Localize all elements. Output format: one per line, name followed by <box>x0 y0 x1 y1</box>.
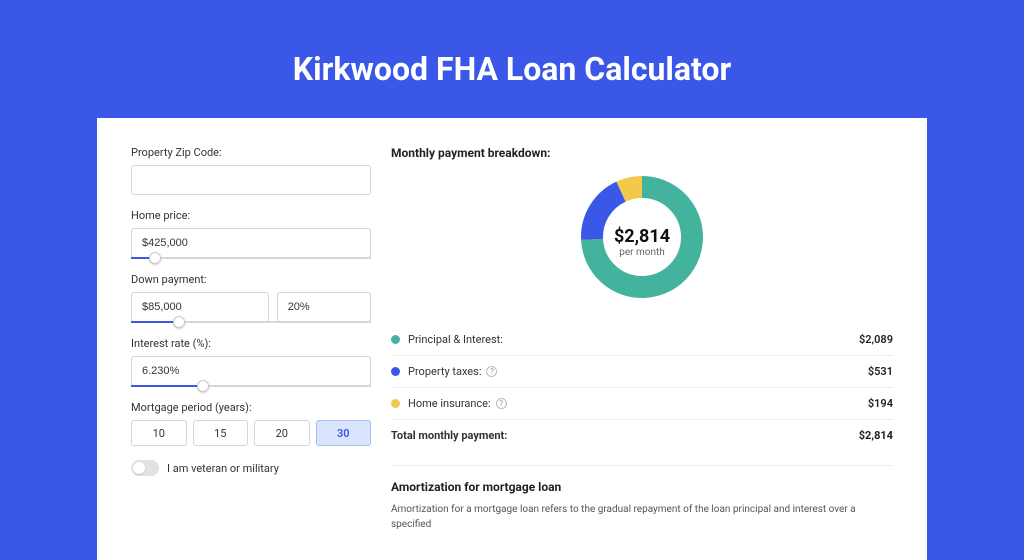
breakdown-row-label: Property taxes:? <box>408 365 868 378</box>
page-title: Kirkwood FHA Loan Calculator <box>0 0 1024 118</box>
interest-rate-slider[interactable] <box>131 385 371 387</box>
mortgage-period-group: Mortgage period (years): 10152030 <box>131 401 371 446</box>
interest-rate-input[interactable] <box>131 356 371 386</box>
amortization-title: Amortization for mortgage loan <box>391 480 893 494</box>
donut-amount: $2,814 <box>614 226 670 247</box>
breakdown-panel: Monthly payment breakdown: $2,814 per mo… <box>391 146 893 532</box>
mortgage-period-label: Mortgage period (years): <box>131 401 371 414</box>
home-price-input[interactable] <box>131 228 371 258</box>
info-icon[interactable]: ? <box>496 398 507 409</box>
donut-center: $2,814 per month <box>614 226 670 258</box>
inputs-panel: Property Zip Code: Home price: Down paym… <box>131 146 371 532</box>
mortgage-period-option-15[interactable]: 15 <box>193 420 249 446</box>
donut-chart: $2,814 per month <box>391 172 893 312</box>
veteran-toggle[interactable] <box>131 460 159 476</box>
breakdown-row: Property taxes:?$531 <box>391 356 893 388</box>
veteran-toggle-label: I am veteran or military <box>167 462 279 475</box>
veteran-toggle-row: I am veteran or military <box>131 460 371 476</box>
swatch-icon <box>391 367 400 376</box>
breakdown-total-label: Total monthly payment: <box>391 429 859 442</box>
interest-rate-group: Interest rate (%): <box>131 337 371 387</box>
donut-sub: per month <box>614 247 670 258</box>
home-price-group: Home price: <box>131 209 371 259</box>
home-price-label: Home price: <box>131 209 371 222</box>
mortgage-period-buttons: 10152030 <box>131 420 371 446</box>
amortization-text: Amortization for a mortgage loan refers … <box>391 502 893 532</box>
calculator-card: Property Zip Code: Home price: Down paym… <box>97 118 927 560</box>
breakdown-row-label: Home insurance:? <box>408 397 868 410</box>
breakdown-list: Principal & Interest:$2,089Property taxe… <box>391 324 893 451</box>
swatch-icon <box>391 399 400 408</box>
down-payment-amount-input[interactable] <box>131 292 269 322</box>
breakdown-row-value: $2,089 <box>859 333 893 346</box>
zip-code-input[interactable] <box>131 165 371 195</box>
breakdown-row-value: $531 <box>868 365 893 378</box>
breakdown-row: Home insurance:?$194 <box>391 388 893 420</box>
info-icon[interactable]: ? <box>486 366 497 377</box>
breakdown-row: Principal & Interest:$2,089 <box>391 324 893 356</box>
breakdown-title: Monthly payment breakdown: <box>391 146 893 160</box>
zip-code-label: Property Zip Code: <box>131 146 371 159</box>
breakdown-row-value: $194 <box>868 397 893 410</box>
down-payment-slider[interactable] <box>131 321 371 323</box>
mortgage-period-option-20[interactable]: 20 <box>254 420 310 446</box>
down-payment-label: Down payment: <box>131 273 371 286</box>
home-price-slider[interactable] <box>131 257 371 259</box>
down-payment-percent-input[interactable] <box>277 292 371 322</box>
mortgage-period-option-30[interactable]: 30 <box>316 420 372 446</box>
toggle-knob <box>133 462 145 474</box>
swatch-icon <box>391 335 400 344</box>
interest-rate-label: Interest rate (%): <box>131 337 371 350</box>
breakdown-total-value: $2,814 <box>859 429 893 442</box>
amortization-section: Amortization for mortgage loan Amortizat… <box>391 465 893 532</box>
mortgage-period-option-10[interactable]: 10 <box>131 420 187 446</box>
down-payment-group: Down payment: <box>131 273 371 323</box>
breakdown-row-label: Principal & Interest: <box>408 333 859 346</box>
zip-code-group: Property Zip Code: <box>131 146 371 195</box>
breakdown-total-row: Total monthly payment:$2,814 <box>391 420 893 451</box>
